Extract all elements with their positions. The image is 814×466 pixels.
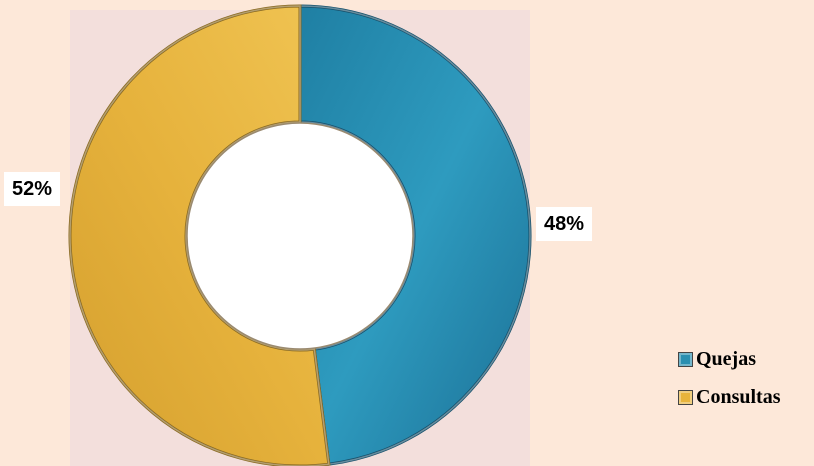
data-label-consultas: 52%: [4, 172, 61, 206]
donut-slice-quejas: [298, 4, 532, 466]
legend-item-quejas: Quejas: [678, 346, 780, 372]
legend-swatch-quejas-icon: [678, 351, 693, 367]
donut-hole: [186, 122, 414, 350]
legend-item-consultas: Consultas: [678, 384, 780, 410]
donut-slice-bevel-quejas: [299, 5, 531, 466]
legend-label-consultas: Consultas: [696, 385, 781, 408]
data-label-quejas: 48%: [536, 207, 593, 241]
donut-slice-consultas: [68, 4, 331, 466]
donut-slice-bevel-consultas: [69, 5, 330, 466]
legend: Quejas Consultas: [678, 346, 780, 422]
legend-label-quejas: Quejas: [696, 347, 756, 370]
legend-swatch-consultas-icon: [678, 389, 693, 405]
